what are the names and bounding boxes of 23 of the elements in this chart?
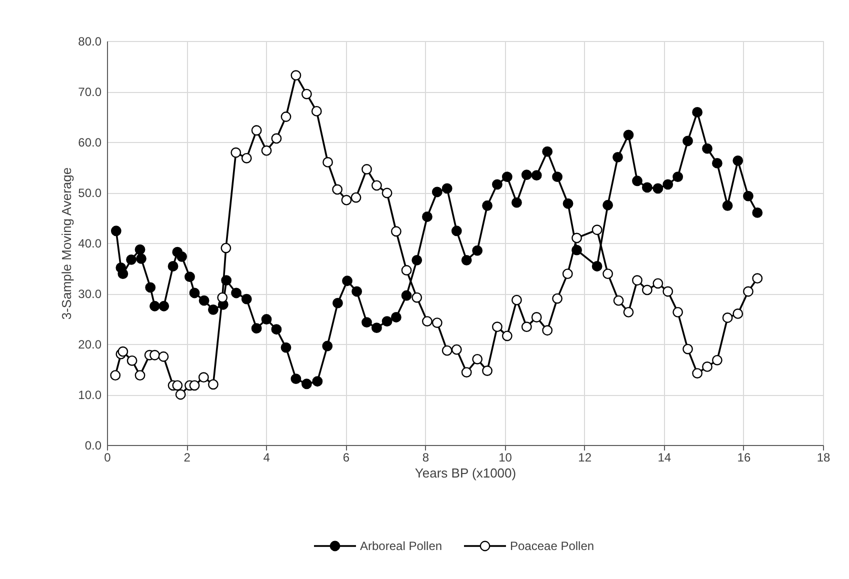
legend-label: Poaceae Pollen <box>510 539 594 553</box>
y-tick-label: 0.0 <box>84 438 102 452</box>
y-tick-label: 30.0 <box>78 287 102 301</box>
y-tick-label: 20.0 <box>78 338 102 352</box>
y-axis-title: 3-Sample Moving Average <box>59 167 74 320</box>
x-tick-label: 2 <box>184 450 191 464</box>
y-tick-label: 10.0 <box>78 388 102 402</box>
x-tick-label: 10 <box>498 450 512 464</box>
x-tick-label: 18 <box>816 450 830 464</box>
y-tick-label: 60.0 <box>78 136 102 150</box>
x-tick-label: 14 <box>658 450 672 464</box>
y-tick-label: 70.0 <box>78 85 102 99</box>
x-tick-label: 12 <box>578 450 592 464</box>
x-tick-label: 4 <box>263 450 270 464</box>
legend-label: Arboreal Pollen <box>360 539 442 553</box>
x-axis-title: Years BP (x1000) <box>414 466 516 480</box>
y-tick-label: 40.0 <box>78 236 102 250</box>
x-tick-label: 0 <box>104 450 112 464</box>
x-tick-label: 6 <box>342 450 350 464</box>
x-tick-label: 8 <box>422 450 430 464</box>
x-tick-label: 16 <box>737 450 751 464</box>
y-tick-label: 50.0 <box>78 186 102 200</box>
y-tick-label: 80.0 <box>78 34 102 48</box>
